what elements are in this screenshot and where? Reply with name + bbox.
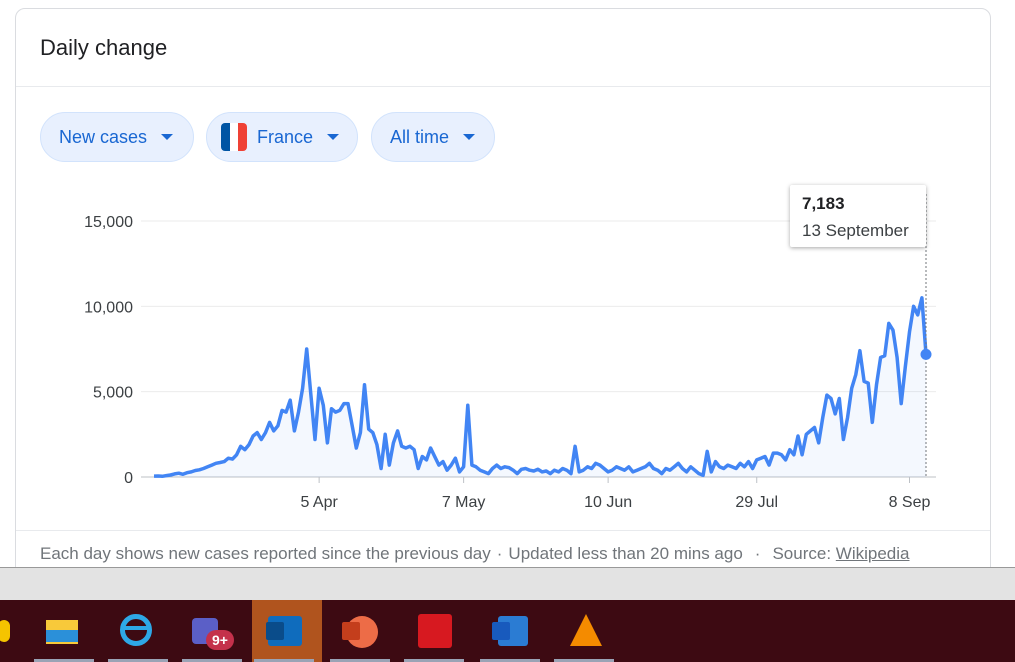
metric-filter[interactable]: New cases [40,112,194,162]
tooltip-date: 13 September [802,221,909,240]
caret [161,134,174,140]
explorer-icon[interactable] [32,600,102,662]
x-tick-label: 29 Jul [735,494,778,511]
acrobat-icon[interactable] [402,600,472,662]
x-tick-label: 10 Jun [584,494,632,511]
chart: 0 5,000 10,000 15,000 5 Apr 7 May 10 Jun 29 Jul… [84,194,936,511]
tooltip-value: 7,183 [802,194,845,213]
separator: · [496,544,503,563]
area [154,297,926,477]
source-link[interactable]: Wikipedia [835,544,910,563]
divider [16,530,990,531]
footer: Each day shows new cases reported since … [40,544,910,564]
x-tick-label: 8 Sep [889,494,931,511]
badge: 9+ [206,630,234,650]
updated-note: Updated less than 20 mins ago [508,544,743,563]
outlook-icon[interactable] [252,600,322,662]
scrollbar-area [0,567,1015,600]
y-tick-label: 10,000 [84,299,133,316]
chip-label: New cases [59,126,148,147]
caret [327,134,339,140]
chip-label: All time [390,126,450,147]
caret [463,134,476,140]
y-tick-label: 15,000 [84,214,133,231]
y-tick-label: 0 [124,470,133,487]
x-tick-label: 5 Apr [300,494,338,511]
time-filter[interactable]: All time [371,112,495,162]
y-tick-label: 5,000 [93,385,133,402]
tooltip: 7,183 13 September [790,185,926,247]
separator: · [754,544,761,563]
source-label: Source: [772,544,832,563]
taskbar: 9+ [0,600,1015,662]
country-filter[interactable]: France [206,112,358,162]
hover-point [920,348,932,360]
chip-label: France [256,126,313,147]
card-title: Daily change [40,35,168,60]
taskbar-icon[interactable] [0,600,60,662]
teams-icon[interactable]: 9+ [180,600,250,662]
card: Daily change New cases France All time 0… [15,8,991,610]
powerpoint-icon[interactable] [328,600,398,662]
word-icon[interactable] [478,600,548,662]
footer-note: Each day shows new cases reported since … [40,544,491,563]
x-tick-label: 7 May [442,494,486,511]
flag [221,123,247,151]
ie-icon[interactable] [106,600,176,662]
line [153,296,928,479]
divider [16,86,990,87]
vlc-icon[interactable] [552,600,622,662]
